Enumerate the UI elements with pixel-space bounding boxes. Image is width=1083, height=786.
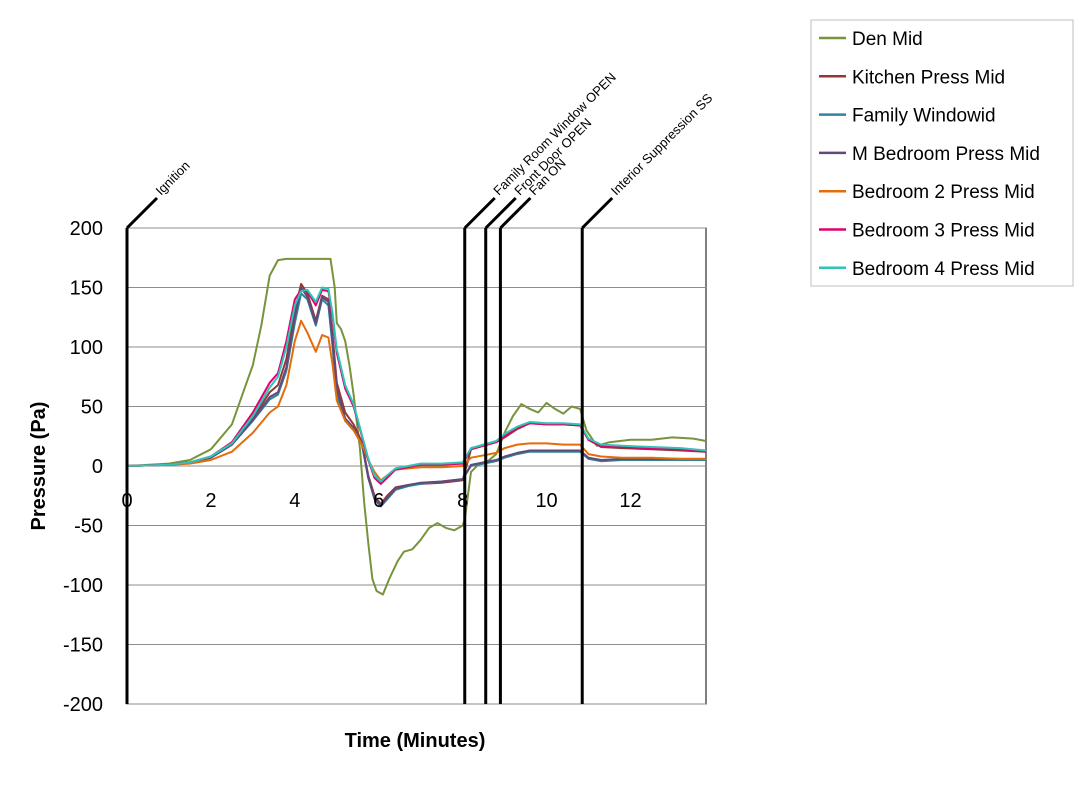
y-tick-label: -200 (63, 694, 103, 716)
legend-label-1: Den Mid (852, 29, 923, 50)
event-leader-5 (581, 196, 614, 230)
series-line-4 (126, 286, 706, 507)
legend-label-7: Bedroom 4 Press Mid (852, 259, 1035, 280)
legend-label-2: Kitchen Press Mid (852, 67, 1005, 88)
x-tick-label: 8 (457, 490, 468, 512)
series-line-6 (126, 288, 707, 485)
event-label-5: Interior Suppression SS (608, 90, 716, 198)
x-tick-label: 4 (289, 490, 300, 512)
y-tick-label: 100 (70, 337, 103, 359)
event-leader-1 (125, 196, 159, 230)
event-label-1: Ignition (153, 158, 193, 198)
x-tick-label: 10 (535, 490, 557, 512)
x-tick-labels: 0 2 4 6 8 10 12 (121, 490, 641, 512)
series-lines (126, 257, 707, 596)
y-tick-label: 0 (92, 456, 103, 478)
y-tick-labels: 200 150 100 50 0 -50 -100 -150 -200 (63, 218, 103, 716)
series-line-5 (126, 319, 706, 482)
gridlines (127, 227, 706, 705)
series-line-1 (126, 257, 707, 596)
x-tick-label: 2 (205, 490, 216, 512)
legend: Den Mid Kitchen Press Mid Family Windowid M… (810, 19, 1074, 287)
event-leader-3 (484, 196, 517, 230)
x-axis-title: Time (Minutes) (345, 730, 486, 752)
event-leader-2 (463, 196, 496, 230)
legend-box (810, 19, 1074, 287)
legend-label-6: Bedroom 3 Press Mid (852, 221, 1035, 242)
legend-label-5: Bedroom 2 Press Mid (852, 182, 1035, 203)
x-tick-label: 6 (373, 490, 384, 512)
y-tick-label: 50 (81, 397, 103, 419)
x-tick-label: 0 (121, 490, 132, 512)
y-tick-label: -150 (63, 635, 103, 657)
y-axis-title: Pressure (Pa) (28, 402, 50, 531)
y-tick-label: -50 (74, 516, 103, 538)
legend-label-4: M Bedroom Press Mid (852, 144, 1040, 165)
event-leader-4 (499, 196, 532, 230)
series-line-7 (126, 286, 707, 483)
y-tick-label: 150 (70, 278, 103, 300)
y-tick-label: -100 (63, 575, 103, 597)
x-tick-label: 12 (619, 490, 641, 512)
y-tick-label: 200 (70, 218, 103, 240)
legend-label-3: Family Windowid (852, 106, 996, 127)
